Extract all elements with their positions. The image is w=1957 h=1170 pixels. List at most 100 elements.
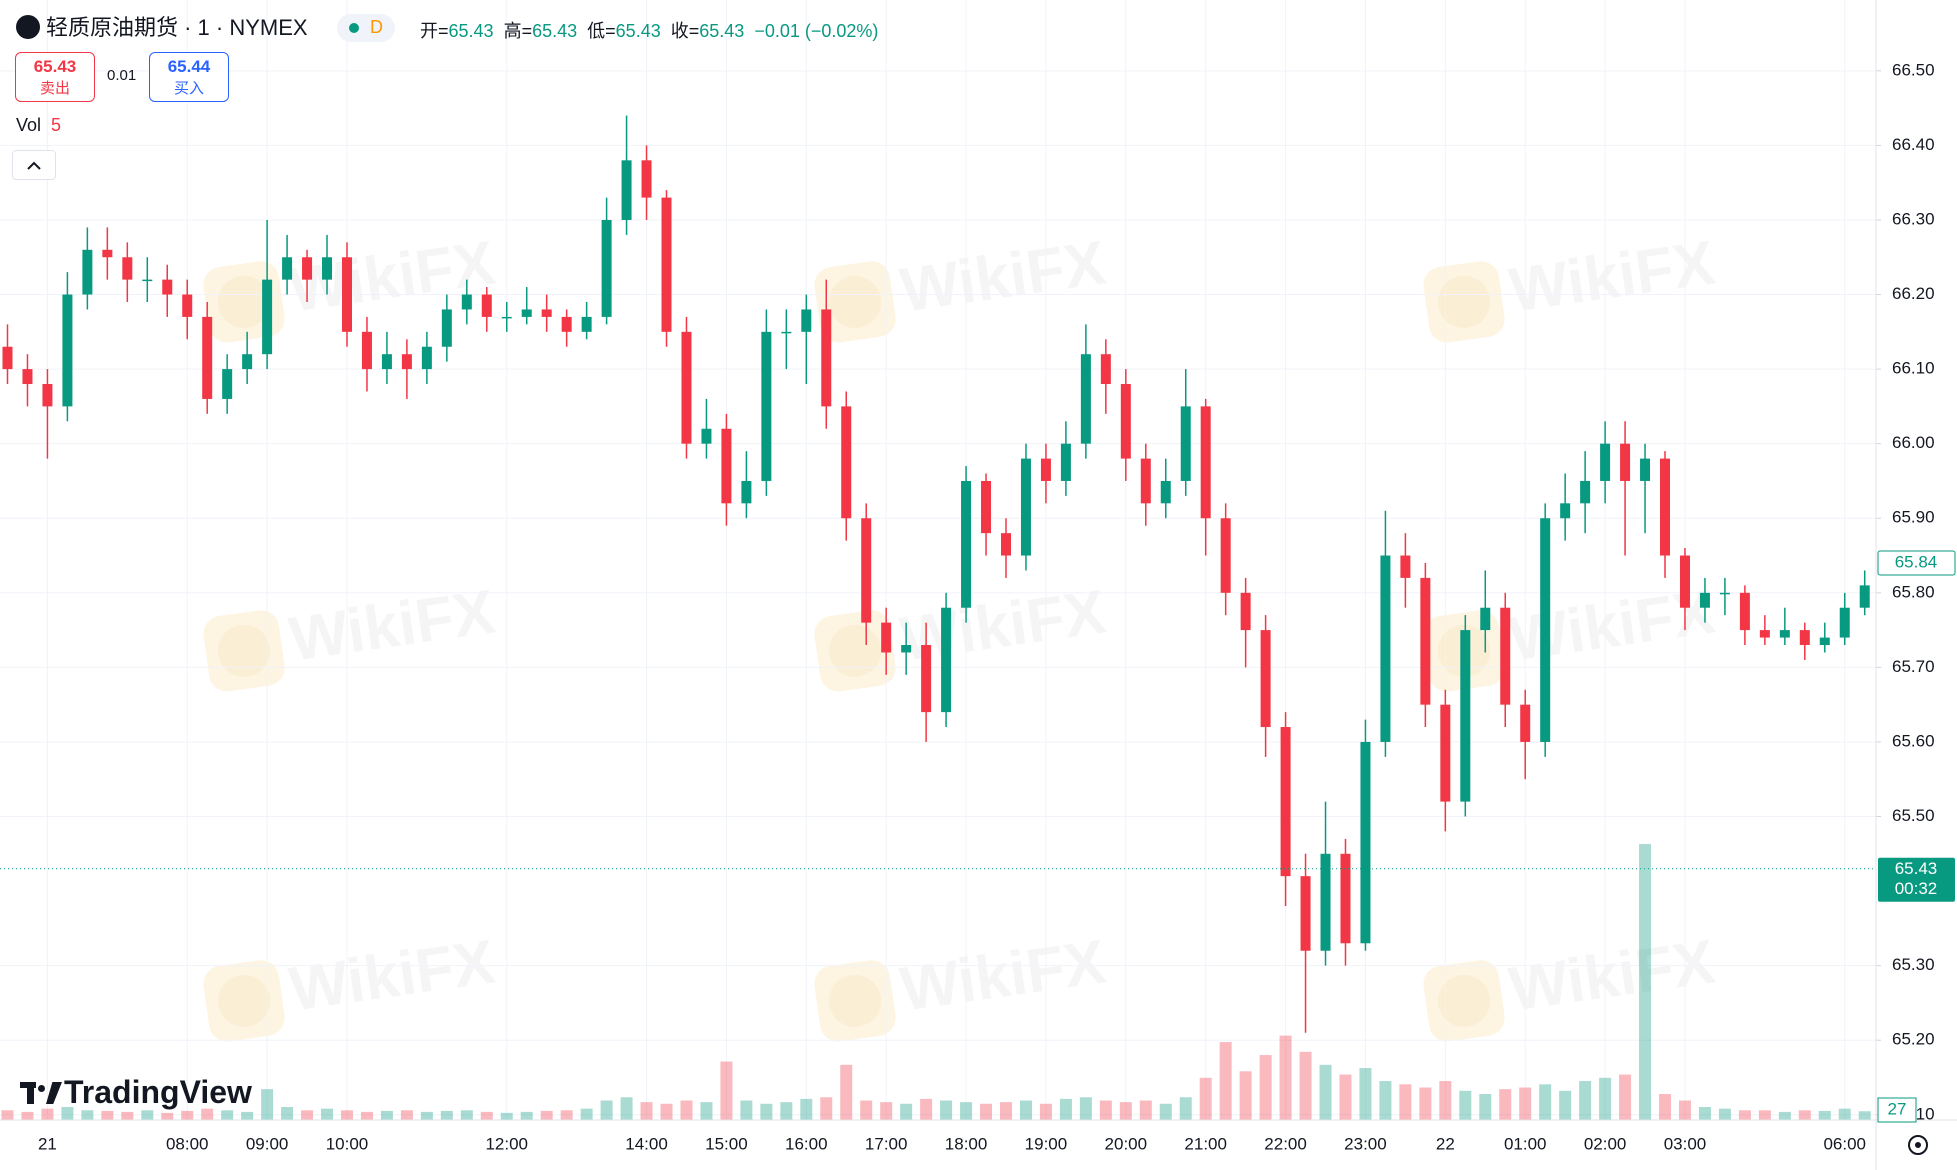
candle-body bbox=[1839, 607, 1850, 638]
candle-body bbox=[1819, 637, 1830, 646]
candle-body bbox=[1520, 704, 1531, 742]
candle-body bbox=[2, 346, 13, 370]
candle-body bbox=[1540, 518, 1551, 742]
tradingview-logo[interactable]: TradingView bbox=[20, 1074, 252, 1111]
ohlc-label: 高= bbox=[503, 21, 533, 41]
watermark-text: WikiFX bbox=[285, 577, 499, 674]
volume-bar bbox=[1059, 1098, 1072, 1120]
candle-body bbox=[1500, 607, 1511, 705]
market-status[interactable]: D bbox=[337, 14, 395, 42]
candle-body bbox=[1660, 458, 1671, 556]
candle-body bbox=[721, 428, 732, 504]
ohlc-label: 开= bbox=[420, 21, 449, 41]
volume-bar bbox=[101, 1110, 114, 1120]
candle-body bbox=[1600, 443, 1611, 481]
candle-body bbox=[1400, 555, 1411, 578]
y-tick-label: 66.50 bbox=[1892, 60, 1935, 79]
volume-bar bbox=[960, 1102, 973, 1120]
candle-body bbox=[1260, 630, 1271, 728]
volume-bar bbox=[1379, 1081, 1392, 1120]
collapse-button[interactable] bbox=[12, 150, 56, 180]
volume-bar bbox=[261, 1089, 274, 1120]
volume-bar bbox=[940, 1100, 953, 1120]
volume-bar bbox=[181, 1110, 194, 1120]
x-tick-label: 16:00 bbox=[785, 1134, 828, 1153]
candle-body bbox=[581, 316, 592, 332]
candle-body bbox=[42, 384, 53, 407]
watermark-icon-circle bbox=[829, 974, 882, 1027]
ohlc-legend: 开=65.43 高=65.43 低=65.43 收=65.43 −0.01 (−… bbox=[420, 17, 878, 43]
volume-bar bbox=[1179, 1097, 1192, 1120]
volume-bar bbox=[1, 1110, 14, 1120]
volume-bar bbox=[980, 1103, 993, 1120]
volume-bar bbox=[1159, 1103, 1172, 1120]
watermark: WikiFX bbox=[814, 228, 1110, 343]
x-tick-label: 21 bbox=[38, 1134, 57, 1153]
watermark-icon-circle bbox=[218, 624, 271, 677]
volume-bar bbox=[660, 1103, 673, 1120]
candle-body bbox=[1001, 533, 1011, 556]
candle-body bbox=[641, 160, 652, 198]
x-tick-label: 14:00 bbox=[625, 1134, 668, 1153]
volume-bar bbox=[1519, 1087, 1532, 1120]
volume-bar bbox=[1818, 1110, 1831, 1120]
x-tick-label: 21:00 bbox=[1184, 1134, 1227, 1153]
candle-body bbox=[1320, 853, 1331, 951]
volume-bar bbox=[1778, 1111, 1791, 1120]
candle-body bbox=[981, 480, 992, 534]
volume-bar bbox=[241, 1111, 254, 1120]
x-tick-label: 15:00 bbox=[705, 1134, 748, 1153]
candle-body bbox=[561, 316, 572, 332]
candle-body bbox=[441, 309, 452, 347]
candle-body bbox=[222, 369, 233, 399]
symbol-icon bbox=[16, 15, 40, 39]
ohlc-value: 65.43 bbox=[699, 21, 745, 41]
candle-body bbox=[661, 197, 672, 332]
volume-bar bbox=[321, 1108, 334, 1120]
status-badge: D bbox=[370, 17, 383, 37]
volume-bar bbox=[520, 1111, 533, 1120]
candle-body bbox=[341, 257, 352, 332]
volume-bar bbox=[1079, 1097, 1092, 1120]
volume-bar bbox=[640, 1102, 653, 1120]
volume-bar bbox=[1659, 1094, 1672, 1120]
candle-body bbox=[1300, 876, 1311, 951]
symbol-title[interactable]: 轻质原油期货 · 1 · NYMEX bbox=[46, 15, 308, 40]
candle-body bbox=[102, 249, 113, 258]
candle-body bbox=[142, 279, 153, 282]
volume-bar bbox=[1439, 1081, 1452, 1120]
x-tick-label: 02:00 bbox=[1584, 1134, 1627, 1153]
ohlc-label: 收= bbox=[670, 21, 700, 41]
candle-body bbox=[1560, 503, 1571, 519]
volume-bar bbox=[1119, 1102, 1132, 1120]
candle-body bbox=[262, 279, 273, 355]
candle-body bbox=[621, 160, 632, 220]
candle-body bbox=[1040, 458, 1051, 481]
candle-body bbox=[302, 257, 313, 280]
candle-body bbox=[1699, 592, 1710, 608]
volume-bar bbox=[1419, 1087, 1432, 1120]
volume-bar bbox=[281, 1107, 294, 1120]
marker-price-label: 65.84 bbox=[1895, 552, 1938, 571]
x-tick-label: 06:00 bbox=[1823, 1134, 1866, 1153]
settings-button[interactable] bbox=[1908, 1135, 1928, 1155]
chevron-icon bbox=[27, 161, 41, 170]
sell-button[interactable]: 65.43 卖出 bbox=[15, 52, 95, 102]
volume-bar bbox=[1359, 1068, 1372, 1120]
volume-bar bbox=[1718, 1108, 1731, 1120]
y-tick-label: 65.80 bbox=[1892, 582, 1935, 601]
volume-bar bbox=[21, 1111, 34, 1120]
candle-body bbox=[461, 294, 472, 310]
volume-bar bbox=[1619, 1074, 1632, 1120]
candle-body bbox=[901, 645, 912, 653]
x-tick-label: 17:00 bbox=[865, 1134, 908, 1153]
volume-bar bbox=[1838, 1108, 1851, 1120]
watermark-icon-circle bbox=[218, 275, 271, 328]
y-tick-label: 65.90 bbox=[1892, 508, 1935, 527]
candle-body bbox=[401, 354, 412, 370]
y-tick-label: 66.20 bbox=[1892, 284, 1935, 303]
watermark: WikiFX bbox=[203, 927, 499, 1042]
candle-body bbox=[22, 369, 33, 385]
buy-button[interactable]: 65.44 买入 bbox=[149, 52, 229, 102]
